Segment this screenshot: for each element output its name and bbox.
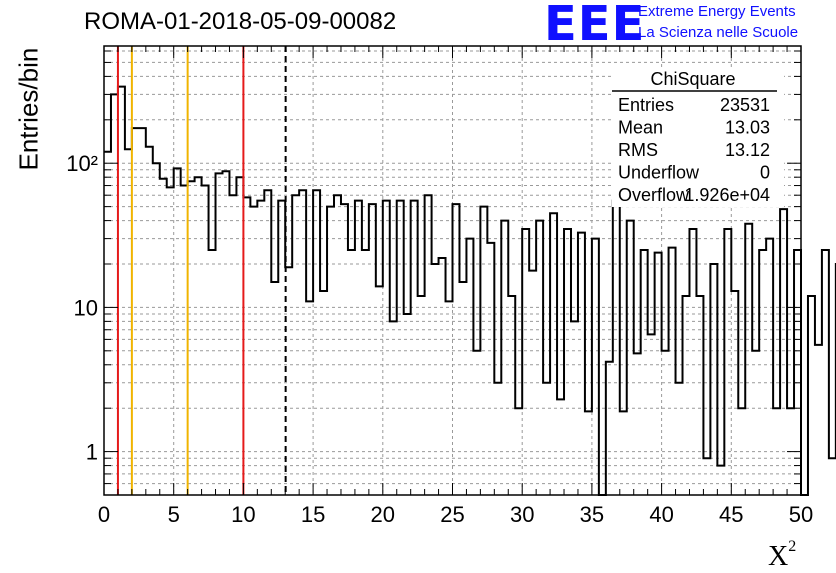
stats-row-value: 13.03 [725, 118, 770, 138]
stats-row-label: Entries [618, 95, 674, 115]
x-tick-label: 15 [301, 502, 325, 527]
chart-title: ROMA-01-2018-05-09-00082 [84, 8, 397, 35]
x-axis-label-text: X [768, 541, 789, 572]
stats-row-label: Underflow [618, 163, 700, 183]
stats-box-title: ChiSquare [650, 69, 735, 89]
histogram-series [104, 85, 836, 496]
x-tick-label: 40 [649, 502, 673, 527]
x-tick-label: 35 [580, 502, 604, 527]
x-tick-label: 45 [719, 502, 743, 527]
stats-row-value: 23531 [720, 95, 770, 115]
axes: 0 5 10 15 20 25 30 35 40 45 50 1 10 10² [66, 45, 813, 527]
stats-box: ChiSquare Entries 23531 Mean 13.03 RMS 13.12 Un… [612, 67, 784, 207]
y-tick-label: 10 [74, 295, 98, 320]
x-axis-label-superscript: 2 [788, 538, 797, 555]
marker-lines [116, 46, 287, 495]
stats-row-label: RMS [618, 140, 658, 160]
eee-logo: EEE [544, 0, 646, 52]
x-tick-label: 20 [371, 502, 395, 527]
stats-row-value: 0 [760, 163, 770, 183]
logo-caption-line2: La Scienza nelle Scuole [638, 24, 799, 41]
x-tick-label: 30 [510, 502, 534, 527]
x-axis-label: X2 [768, 538, 796, 573]
x-tick-label: 5 [168, 502, 180, 527]
stats-row-value: 13.12 [725, 140, 770, 160]
logo-caption-line1: Extreme Energy Events [638, 3, 796, 20]
y-tick-label: 1 [86, 440, 98, 465]
x-tick-label: 50 [789, 502, 813, 527]
stats-row-label: Mean [618, 118, 663, 138]
x-tick-label: 25 [440, 502, 464, 527]
x-tick-label: 0 [98, 502, 110, 527]
histogram-line [104, 85, 836, 496]
y-tick-label: 10² [66, 151, 98, 176]
stats-row-label: Overflow [618, 185, 690, 205]
stats-row-value: 1.926e+04 [684, 185, 770, 205]
x-tick-label: 10 [231, 502, 255, 527]
